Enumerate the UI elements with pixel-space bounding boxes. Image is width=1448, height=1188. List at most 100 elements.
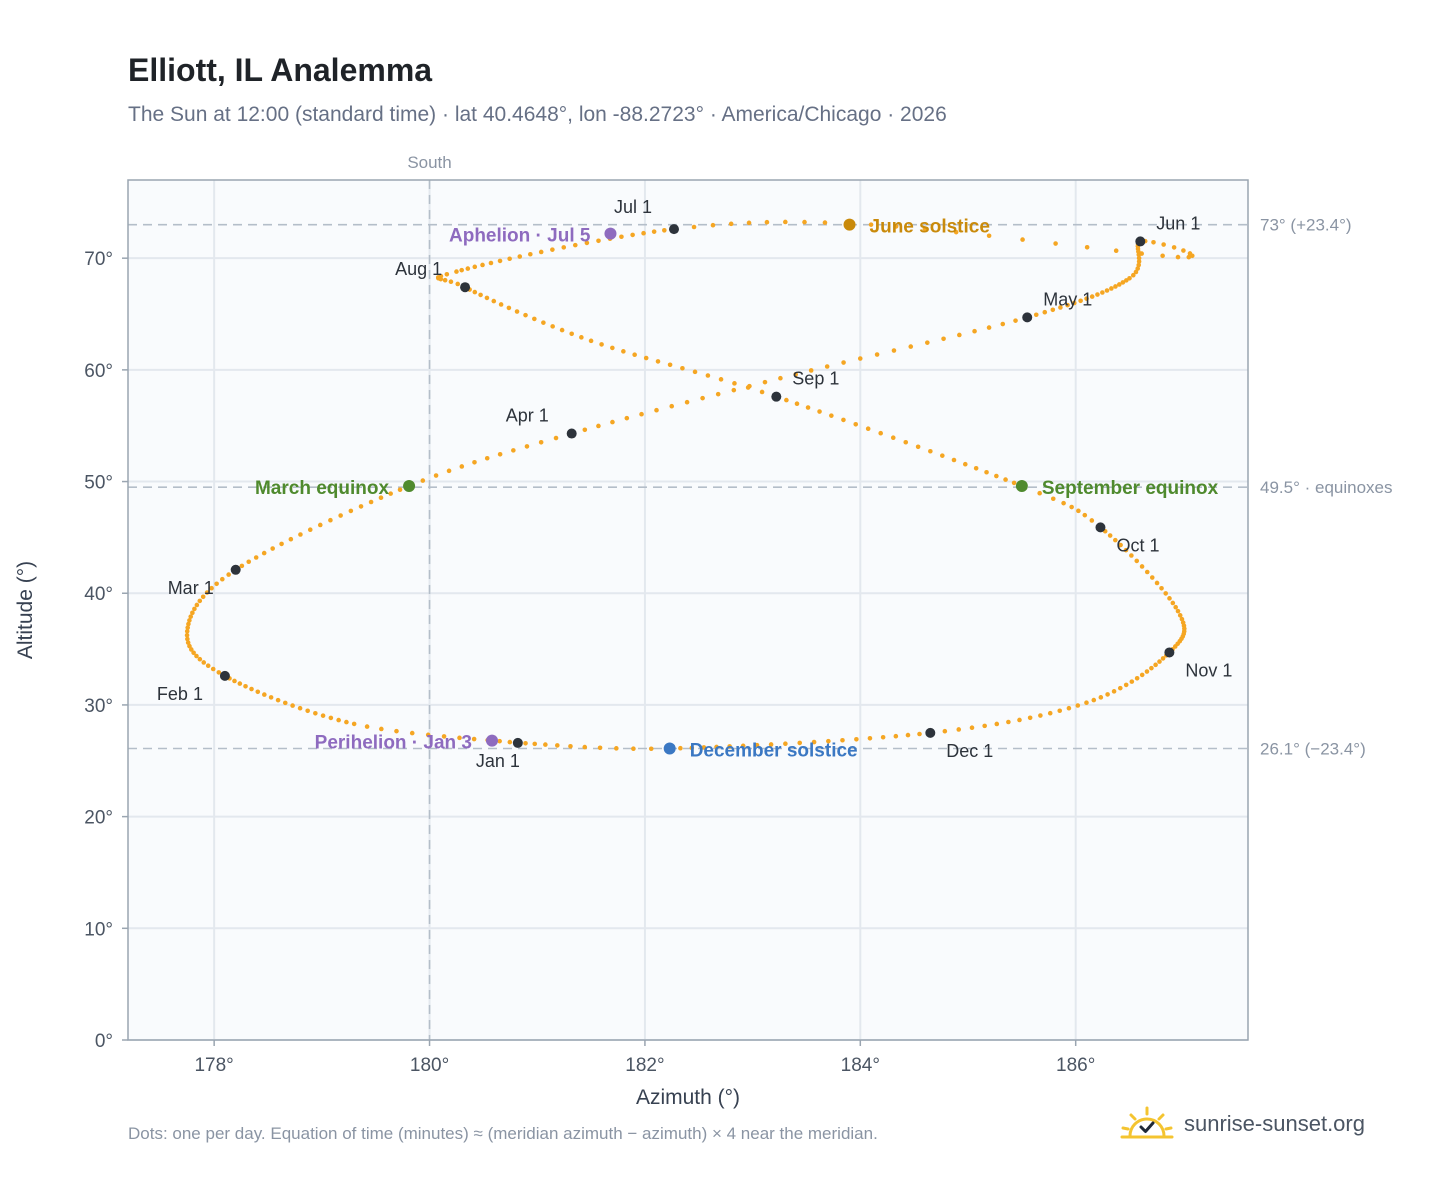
- analemma-day-dot: [754, 742, 760, 748]
- analemma-day-dot: [718, 377, 724, 382]
- analemma-day-dot: [1111, 689, 1117, 694]
- analemma-day-dot: [1100, 290, 1105, 295]
- analemma-day-dot: [237, 681, 243, 686]
- analemma-day-dot: [655, 359, 661, 364]
- analemma-day-dot: [1038, 713, 1043, 718]
- analemma-day-dot: [867, 735, 873, 741]
- analemma-day-dot: [194, 602, 200, 608]
- analemma-day-dot: [817, 409, 822, 414]
- analemma-day-dot: [630, 232, 635, 238]
- analemma-day-dot: [194, 653, 199, 659]
- analemma-day-dot: [962, 461, 968, 467]
- analemma-day-dot: [442, 277, 448, 283]
- analemma-day-dot: [351, 721, 357, 727]
- analemma-day-dot: [455, 281, 461, 287]
- y-tick-label: 50°: [84, 473, 113, 494]
- plot-background: [128, 180, 1248, 1040]
- analemma-day-dot: [328, 715, 334, 721]
- month-marker-dot: [925, 727, 936, 738]
- analemma-day-dot: [1084, 244, 1090, 250]
- analemma-day-dot: [1172, 644, 1178, 649]
- analemma-day-dot: [925, 340, 930, 345]
- analemma-day-dot: [454, 269, 459, 274]
- analemma-day-dot: [471, 736, 477, 742]
- analemma-day-dot: [874, 352, 880, 357]
- analemma-day-dot: [710, 222, 716, 228]
- analemma-day-dot: [701, 745, 707, 750]
- analemma-day-dot: [1082, 512, 1088, 518]
- analemma-day-dot: [667, 362, 673, 368]
- analemma-day-dot: [205, 663, 211, 669]
- x-tick-label: 182°: [625, 1055, 664, 1076]
- analemma-day-dot: [191, 650, 196, 656]
- analemma-day-dot: [984, 469, 989, 475]
- analemma-day-dot: [239, 563, 245, 569]
- analemma-day-dot: [472, 459, 477, 465]
- analemma-day-dot: [841, 417, 846, 423]
- analemma-day-dot: [190, 610, 195, 616]
- analemma-day-dot: [732, 381, 737, 386]
- analemma-day-dot: [528, 251, 533, 257]
- analemma-day-dot: [1139, 251, 1144, 256]
- analemma-day-dot: [188, 647, 194, 652]
- analemma-day-dot: [507, 739, 513, 745]
- analemma-day-dot: [700, 395, 705, 401]
- analemma-day-dot: [986, 325, 992, 330]
- month-marker-dot: [219, 670, 230, 681]
- analemma-day-dot: [891, 348, 897, 353]
- analemma-day-dot: [1157, 659, 1162, 664]
- analemma-day-dot: [853, 421, 859, 427]
- y-axis-label: Altitude (°): [14, 561, 37, 659]
- analemma-day-dot: [1129, 679, 1135, 684]
- analemma-day-dot: [313, 710, 318, 716]
- analemma-day-dot: [1118, 542, 1123, 548]
- analemma-day-dot: [1123, 682, 1129, 688]
- analemma-day-dot: [1003, 477, 1008, 482]
- analemma-day-dot: [1151, 239, 1156, 245]
- analemma-day-dot: [783, 741, 788, 747]
- analemma-day-dot: [188, 614, 194, 619]
- analemma-day-dot: [972, 328, 977, 334]
- analemma-day-dot: [1149, 665, 1154, 671]
- analemma-day-dot: [253, 555, 259, 560]
- brand-logo[interactable]: sunrise-sunset.org: [1120, 1104, 1365, 1144]
- analemma-day-dot: [893, 733, 899, 739]
- event-marker-label: March equinox: [255, 478, 390, 499]
- analemma-day-dot: [1113, 284, 1118, 289]
- analemma-day-dot: [890, 435, 896, 441]
- analemma-day-dot: [1177, 613, 1183, 618]
- analemma-day-dot: [532, 316, 537, 322]
- analemma-day-dot: [727, 744, 732, 749]
- month-marker-label: Jan 1: [476, 751, 520, 771]
- analemma-day-dot: [794, 401, 800, 407]
- analemma-day-dot: [1135, 266, 1141, 271]
- x-tick-label: 186°: [1056, 1055, 1095, 1076]
- analemma-day-dot: [714, 744, 719, 750]
- analemma-day-dot: [802, 219, 807, 225]
- analemma-day-dot: [1134, 558, 1140, 564]
- analemma-day-dot: [878, 430, 884, 436]
- analemma-day-dot: [409, 730, 415, 736]
- analemma-day-dot: [783, 219, 788, 225]
- analemma-day-dot: [857, 356, 863, 361]
- analemma-day-dot: [1123, 547, 1129, 553]
- analemma-day-dot: [261, 550, 267, 556]
- analemma-day-dot: [497, 451, 503, 457]
- analemma-day-dot: [1091, 697, 1097, 703]
- analemma-day-dot: [420, 478, 426, 483]
- month-marker-label: Mar 1: [168, 578, 214, 598]
- analemma-day-dot: [584, 240, 590, 246]
- analemma-day-dot: [397, 487, 403, 493]
- analemma-day-dot: [1037, 490, 1042, 496]
- analemma-day-dot: [826, 738, 831, 744]
- analemma-day-dot: [1127, 275, 1132, 281]
- analemma-day-dot: [691, 224, 697, 230]
- event-marker-label: December solstice: [690, 740, 858, 761]
- analemma-day-dot: [279, 541, 284, 547]
- analemma-day-dot: [1098, 695, 1104, 700]
- analemma-day-dot: [808, 368, 814, 373]
- analemma-day-dot: [648, 746, 654, 752]
- analemma-day-dot: [1078, 298, 1083, 304]
- analemma-day-dot: [1113, 537, 1118, 543]
- analemma-day-dot: [226, 572, 231, 577]
